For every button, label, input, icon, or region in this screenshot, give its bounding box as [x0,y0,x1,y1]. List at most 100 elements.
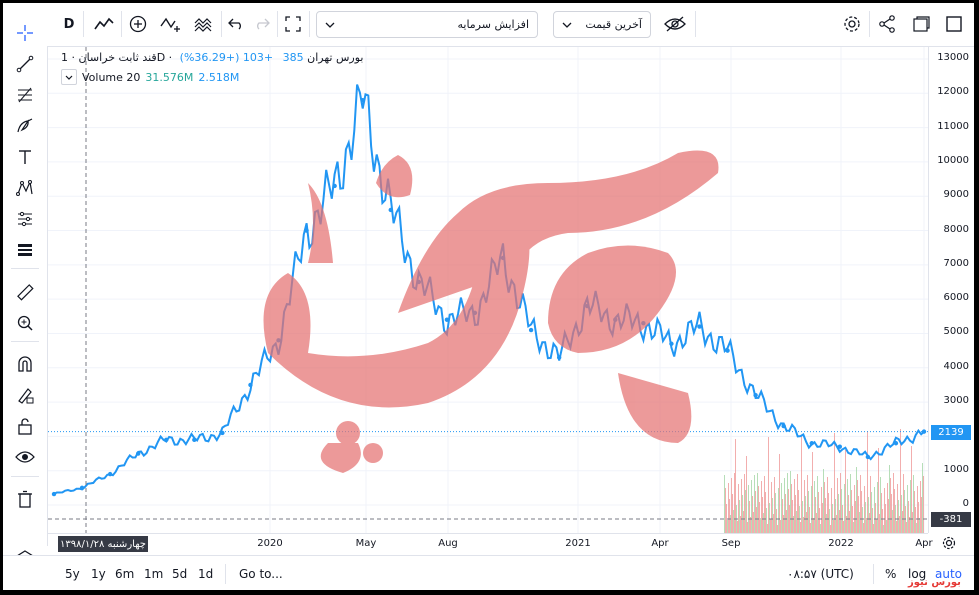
volume-bar [834,433,835,533]
indicators-icon[interactable] [191,10,217,38]
range-5y[interactable]: 5y [65,567,80,581]
price-point [276,338,281,343]
price-point [360,97,365,103]
price-axis[interactable]: 13000 12000 11000 10000 9000 8000 7000 6000 5000… [928,47,974,533]
crosshair-icon[interactable] [11,20,39,46]
volume-bar [807,475,808,533]
volume-bar [766,508,767,533]
volume-bar [794,479,795,533]
volume-bar [917,486,918,533]
zoom-in-icon[interactable] [11,310,39,336]
volume-bar [887,483,888,533]
range-1y[interactable]: 1y [91,567,106,581]
range-1m[interactable]: 1m [144,567,164,581]
symbol-title[interactable]: قند ثابت خراسان · 1D · بورس تهران [61,51,364,64]
volume-bar [777,525,778,533]
adjustment-select[interactable]: افزایش سرمایه [316,11,538,38]
range-1d[interactable]: 1d [198,567,214,581]
volume-bar [787,473,788,533]
unlock-icon[interactable] [11,413,39,439]
percent-toggle[interactable]: % [885,567,897,581]
price-point [809,441,814,446]
volume-bar [725,488,726,533]
clock-time[interactable]: ۰۸:۵۷ (UTC) [787,567,854,581]
x-tick-label: Aug [438,538,458,549]
y-tick-label: 4000 [943,360,969,372]
volume-bar [739,500,740,533]
volume-bar [862,507,863,533]
text-icon[interactable] [11,144,39,170]
volume-bar [797,474,798,533]
volume-bar [899,516,900,533]
snapshot-icon[interactable] [909,10,933,38]
x-tick-label: May [355,538,377,549]
volume-bar [756,507,757,533]
volume-bar [786,510,787,533]
log-toggle[interactable]: log [908,567,927,581]
auto-toggle[interactable]: auto [935,567,963,581]
volume-bar [904,490,905,533]
cursor-date-badge: چهارشنبه ۱۳۹۸/۱/۲۸ [58,536,148,552]
fullscreen-icon[interactable] [281,10,305,38]
prediction-icon[interactable] [11,206,39,232]
volume-bar [726,504,727,533]
volume-bar [732,494,733,533]
share-icon[interactable] [875,10,899,38]
price-point [332,183,337,189]
volume-bar [821,487,822,533]
volume-bar [820,524,821,533]
goto-button[interactable]: Go to... [239,567,283,581]
volume-bar [761,481,762,533]
range-5d[interactable]: 5d [172,567,188,581]
long-position-icon[interactable] [11,237,39,263]
redo-icon[interactable] [251,10,273,38]
volume-bar [752,496,753,533]
volume-bar [871,492,872,533]
time-axis[interactable]: 2020 May Aug 2021 Apr Sep 2022 Apr [48,533,933,554]
volume-bar [914,491,915,533]
magnet-icon[interactable] [11,351,39,377]
fib-icon[interactable] [11,82,39,108]
bottom-toolbar: 5y 1y 6m 1m 5d 1d Go to... ۰۸:۵۷ (UTC) %… [3,555,974,590]
brush-icon[interactable] [11,113,39,139]
volume-bar [920,481,921,533]
chart-pane[interactable] [48,47,928,533]
eye-icon[interactable] [11,444,39,470]
volume-bar [890,478,891,533]
price-source-select[interactable]: آخرین قیمت [553,11,651,38]
undo-icon[interactable] [225,10,247,38]
y-tick-label: 10000 [937,154,969,166]
volume-bar [796,511,797,533]
price-point [669,341,674,346]
volume-bar [764,476,765,533]
ruler-icon[interactable] [11,279,39,305]
volume-bar [876,519,877,533]
volume-bar [836,515,837,533]
volume-bar [823,469,824,533]
trend-line-icon[interactable] [11,51,39,77]
volume-bar [770,519,771,533]
volume-bar [919,518,920,533]
price-point [220,430,225,436]
axis-settings-icon[interactable] [930,534,968,552]
add-indicator-icon[interactable] [125,10,151,38]
range-6m[interactable]: 6m [115,567,135,581]
collapse-legend-button[interactable] [61,69,77,85]
compare-icon[interactable] [157,10,185,38]
interval-button[interactable]: D [63,16,75,32]
hide-icon[interactable] [661,10,689,38]
pattern-icon[interactable] [11,175,39,201]
volume-label[interactable]: Volume 20 [82,70,141,84]
volume-bar [781,483,782,533]
volume-bar [885,504,886,533]
volume-bar [916,523,917,533]
volume-bar [805,496,806,533]
maximize-icon[interactable] [941,10,967,38]
trash-icon[interactable] [11,486,39,512]
volume-bar [851,490,852,533]
settings-gear-icon[interactable] [839,10,865,38]
chart-type-icon[interactable] [91,10,117,38]
volume-bar [854,485,855,533]
price-point [107,471,113,477]
draw-lock-icon[interactable] [11,382,39,408]
